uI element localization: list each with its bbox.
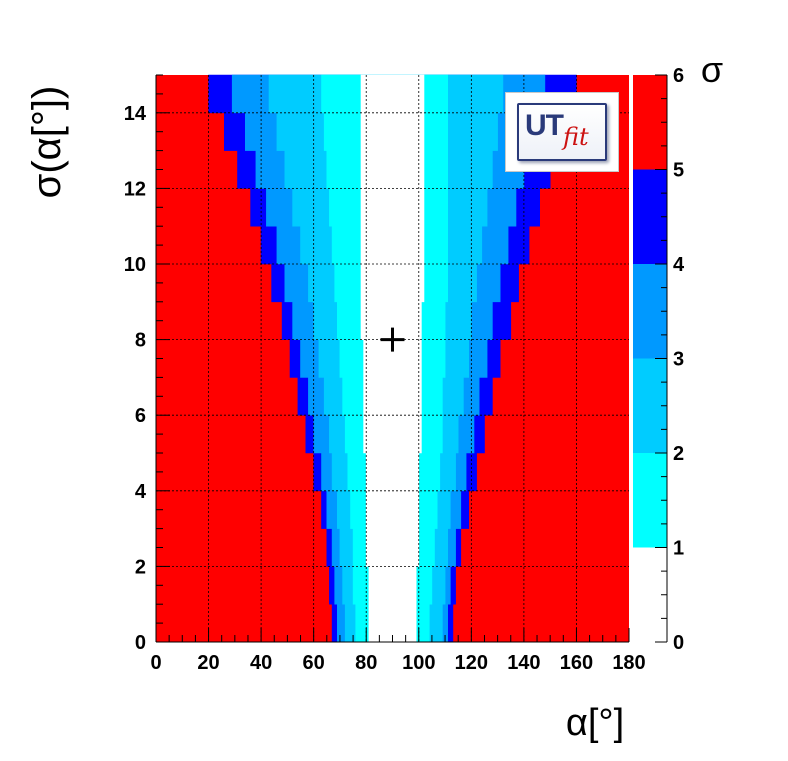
x-tick-label: 0 (150, 652, 161, 674)
y-axis-title: σ(α[°]) (25, 86, 69, 199)
heatmap-region-level-0 (360, 74, 425, 643)
y-tick-label: 12 (124, 178, 146, 200)
colorbar-tick-label: 6 (673, 65, 684, 87)
x-tick-label: 120 (455, 652, 488, 674)
y-tick-label: 14 (124, 103, 147, 125)
logo-sub-text: fit (563, 123, 589, 151)
y-tick-label: 10 (124, 254, 146, 276)
x-tick-label: 20 (197, 652, 219, 674)
x-tick-label: 40 (250, 652, 272, 674)
y-tick-label: 8 (135, 330, 146, 352)
x-tick-label: 160 (560, 652, 593, 674)
x-tick-label: 80 (355, 652, 377, 674)
y-tick-label: 4 (135, 481, 147, 503)
colorbar-title: σ (701, 49, 723, 90)
colorbar-tick-label: 5 (673, 160, 684, 182)
y-tick-label: 6 (135, 405, 146, 427)
utfit-logo: UT fit (505, 92, 619, 172)
colorbar-tick-label: 4 (673, 254, 685, 276)
logo-main-text: UT (525, 109, 564, 142)
colorbar-tick-label: 0 (673, 632, 684, 654)
x-tick-label: 60 (303, 652, 325, 674)
x-axis-title: α[°] (566, 702, 624, 744)
x-tick-label: 180 (612, 652, 645, 674)
colorbar-tick-label: 1 (673, 538, 684, 560)
y-tick-label: 2 (135, 556, 146, 578)
y-tick-label: 0 (135, 632, 146, 654)
x-tick-label: 100 (402, 652, 435, 674)
colorbar-tick-label: 3 (673, 349, 684, 371)
x-tick-label: 140 (507, 652, 540, 674)
utfit-logo-badge: UT fit (517, 103, 607, 161)
colorbar-tick-label: 2 (673, 443, 684, 465)
